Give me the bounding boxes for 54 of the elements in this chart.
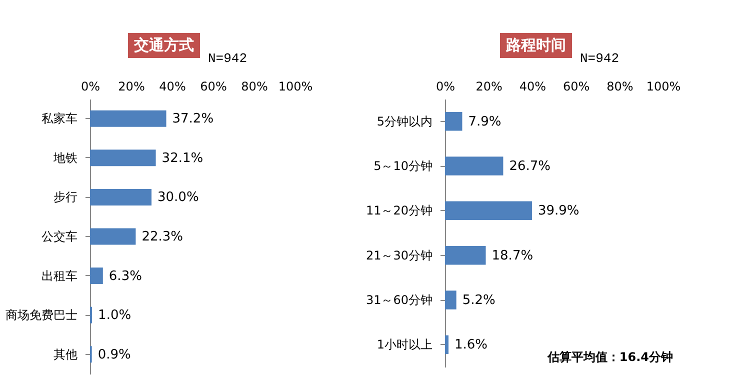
data-label: 1.0%	[98, 308, 132, 324]
x-tick-label: 40%	[159, 80, 186, 94]
data-label: 5.2%	[462, 293, 496, 308]
x-tick-label: 100%	[646, 80, 681, 94]
data-label: 30.0%	[158, 190, 199, 206]
bar	[445, 246, 486, 265]
data-label: 6.3%	[108, 268, 142, 284]
data-label: 7.9%	[468, 114, 502, 130]
x-tick-label: 100%	[278, 80, 313, 94]
data-label: 18.7%	[492, 248, 534, 264]
annotation: 估算平均值：16.4分钟	[546, 350, 673, 364]
bar	[90, 268, 103, 284]
bar	[445, 201, 532, 220]
y-tick-label: 21～30分钟	[366, 248, 432, 262]
chart-title: 路程时间	[500, 33, 572, 58]
data-label: 37.2%	[172, 112, 214, 127]
bar	[90, 150, 156, 166]
y-tick-label: 5分钟以内	[376, 114, 432, 128]
bar	[445, 156, 504, 176]
chart-subtitle: N=942	[580, 51, 620, 66]
y-tick-label: 其他	[54, 347, 78, 362]
chart-title: 交通方式	[128, 33, 200, 58]
bar	[90, 110, 166, 127]
y-tick-label: 11～20分钟	[366, 204, 432, 218]
y-tick-label: 商场免费巴士	[6, 308, 78, 322]
bar	[445, 335, 448, 354]
y-tick-label: 私家车	[42, 112, 78, 126]
chart-subtitle: N=942	[208, 51, 248, 66]
x-tick-label: 40%	[519, 80, 546, 94]
data-label: 26.7%	[509, 159, 551, 174]
y-tick-label: 步行	[54, 190, 78, 204]
data-label: 0.9%	[98, 347, 131, 362]
x-tick-label: 80%	[241, 80, 268, 94]
data-label: 32.1%	[162, 150, 204, 166]
x-tick-label: 20%	[476, 80, 502, 94]
y-tick-label: 1小时以上	[376, 338, 432, 352]
data-label: 22.3%	[142, 230, 184, 244]
bar	[445, 290, 456, 310]
y-tick-label: 地铁	[52, 150, 78, 165]
data-label: 1.6%	[454, 338, 488, 353]
y-tick-label: 出租车	[42, 268, 78, 283]
x-tick-label: 0%	[80, 80, 100, 94]
x-tick-label: 20%	[118, 80, 145, 94]
y-tick-label: 31～60分钟	[366, 293, 432, 307]
x-tick-label: 60%	[200, 80, 227, 94]
x-tick-label: 60%	[562, 80, 590, 94]
x-tick-label: 0%	[436, 80, 456, 94]
bar	[445, 112, 462, 131]
y-tick-label: 公交车	[42, 230, 78, 244]
data-label: 39.9%	[538, 204, 580, 219]
y-tick-label: 5～10分钟	[374, 159, 432, 173]
x-tick-label: 80%	[606, 80, 634, 94]
bar	[90, 188, 152, 206]
bar	[90, 228, 136, 245]
